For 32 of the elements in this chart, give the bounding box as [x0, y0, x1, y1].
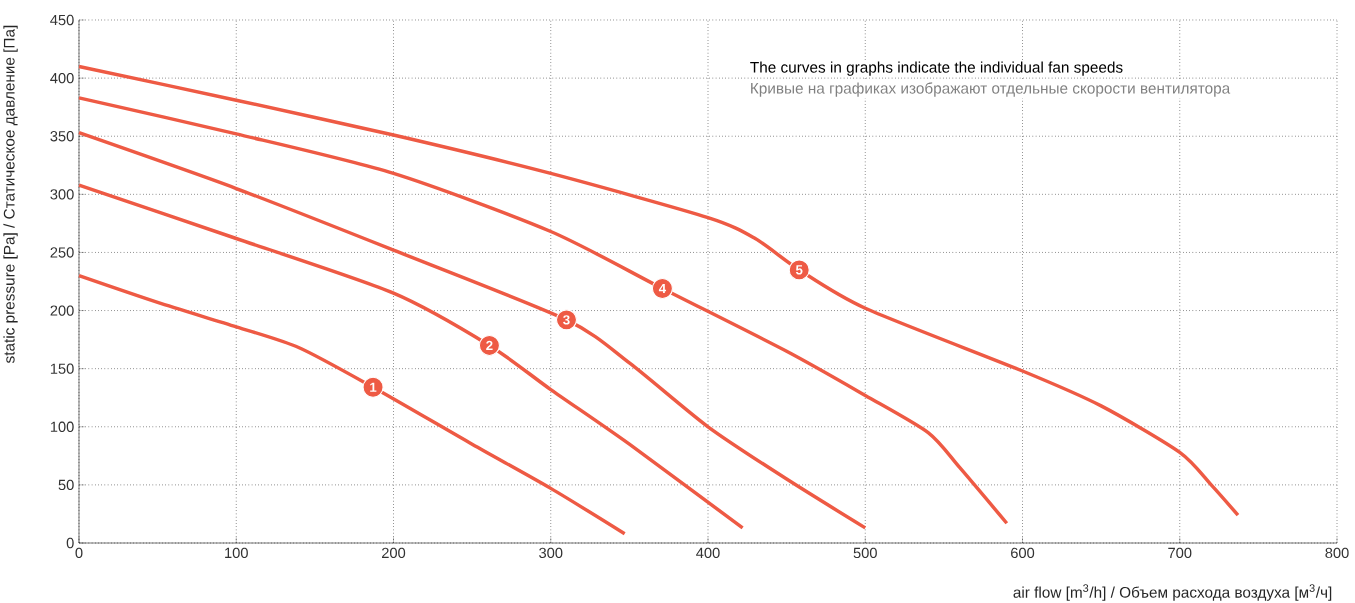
annotation: The curves in graphs indicate the individual fan speeds — [750, 61, 1123, 76]
y-tick-label: 450 — [50, 14, 74, 26]
line-series — [77, 273, 627, 536]
y-tick-label: 350 — [50, 131, 74, 142]
x-tick-label: 700 — [1168, 547, 1192, 559]
line-series — [77, 96, 1009, 525]
y-tick-label: 200 — [50, 305, 74, 316]
y-tick-label: 0 — [66, 537, 74, 549]
y-tick-label: 250 — [50, 247, 74, 258]
annotation: 5 — [795, 265, 803, 275]
x-tick-label: 300 — [539, 547, 563, 559]
y-tick-label: 100 — [50, 421, 74, 432]
annotation: 4 — [658, 283, 667, 294]
x-tick-label: 200 — [382, 547, 406, 559]
y-tick-label: 150 — [50, 363, 74, 374]
x-tick-label: 0 — [75, 547, 83, 559]
y-axis-title: static pressure [Pa] / Статическое давление [Па] — [3, 25, 18, 364]
annotation: 2 — [486, 340, 493, 351]
line-series — [77, 131, 867, 530]
annotation: 1 — [370, 382, 377, 392]
x-tick-label: 100 — [225, 547, 248, 559]
y-tick-label: 400 — [50, 72, 74, 84]
annotation: 3 — [563, 315, 570, 325]
x-tick-label: 800 — [1325, 547, 1349, 559]
x-tick-label: 600 — [1011, 547, 1035, 559]
annotation: Кривые на графиках изображают отдельные скорости вентилятора — [751, 82, 1231, 97]
y-tick-label: 50 — [58, 479, 74, 491]
x-tick-label: 400 — [696, 547, 720, 559]
line-series — [77, 183, 745, 530]
x-axis-title: air flow [m$^{3}$/h] / Объем расхода воздуха [м$^{3}$/ч] — [1013, 584, 1332, 601]
x-tick-label: 500 — [853, 547, 877, 559]
y-tick-label: 300 — [50, 189, 74, 200]
